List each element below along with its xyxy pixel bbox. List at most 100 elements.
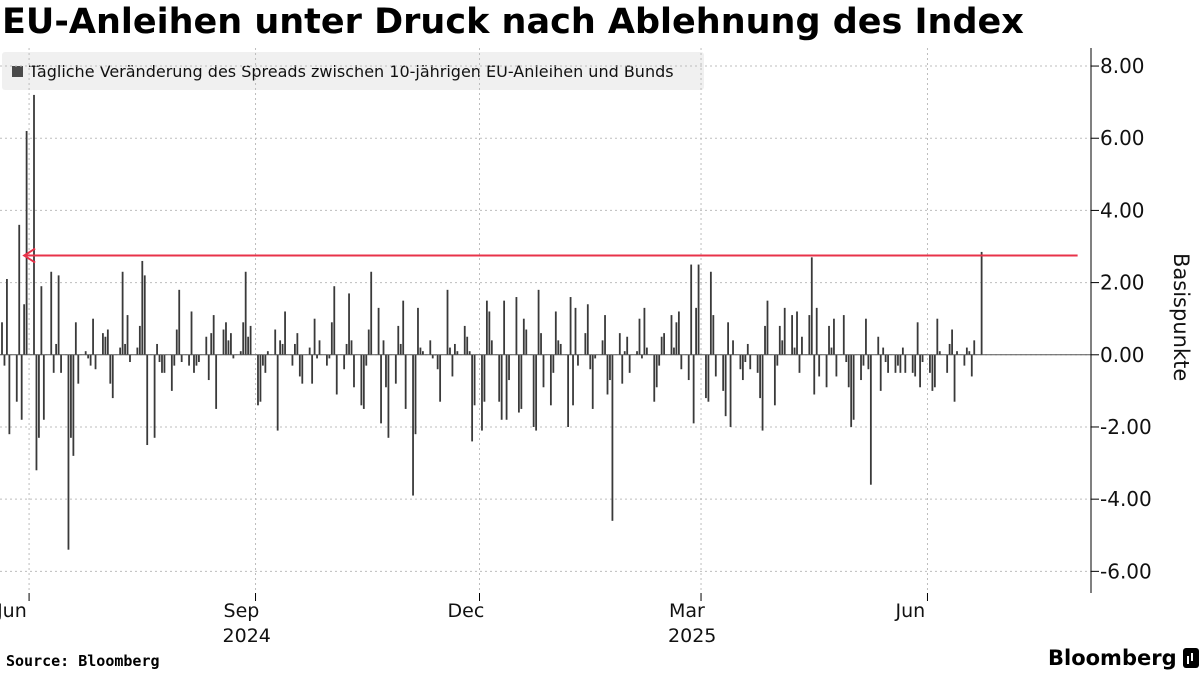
bar: [431, 354, 434, 359]
bar: [353, 354, 355, 388]
bar: [626, 336, 629, 355]
bar: [163, 354, 166, 373]
bar: [828, 325, 830, 355]
bar: [535, 354, 538, 431]
bar: [591, 354, 594, 409]
bar: [365, 354, 368, 366]
bar: [818, 354, 821, 377]
bar: [92, 318, 94, 355]
bar: [173, 354, 176, 366]
bar: [783, 307, 786, 355]
bar: [490, 340, 493, 355]
bar: [897, 354, 899, 366]
y-tick-label: 6.00: [1100, 126, 1145, 150]
bar: [399, 343, 402, 355]
bar: [732, 340, 734, 355]
bar: [348, 293, 350, 355]
bar: [520, 354, 523, 409]
bar: [808, 315, 811, 355]
bar: [921, 354, 924, 363]
bar: [938, 351, 941, 355]
bar: [577, 354, 579, 366]
bar: [852, 354, 855, 420]
bar: [387, 354, 390, 438]
bar: [899, 354, 902, 373]
bar: [953, 354, 956, 402]
bar: [326, 354, 328, 366]
bar: [911, 354, 914, 373]
bar: [193, 354, 195, 373]
bar: [933, 354, 936, 388]
bar: [498, 354, 501, 402]
bar: [542, 354, 545, 388]
bar: [67, 354, 70, 550]
bar: [239, 351, 242, 355]
source-note: Source: Bloomberg: [6, 652, 160, 670]
bar: [153, 354, 156, 438]
bar: [190, 311, 193, 355]
annotation-arrow-head: [22, 247, 36, 264]
bar: [584, 333, 587, 355]
bar: [87, 354, 90, 359]
bar: [601, 340, 604, 355]
bar: [230, 333, 232, 355]
bar: [3, 354, 6, 366]
bar: [284, 311, 286, 355]
bar: [813, 354, 816, 395]
bar: [483, 354, 486, 402]
bar: [141, 260, 144, 355]
bar: [606, 354, 609, 395]
bar: [946, 354, 949, 373]
bar: [180, 354, 183, 363]
bar: [621, 354, 624, 384]
bar: [42, 354, 45, 420]
bar: [766, 300, 769, 355]
bar: [847, 354, 850, 388]
bar: [833, 318, 835, 355]
bar: [15, 354, 18, 402]
bar: [919, 354, 921, 388]
bar: [645, 347, 648, 355]
bar: [421, 351, 424, 355]
bar: [695, 307, 697, 355]
bar: [842, 315, 845, 355]
bar: [89, 354, 92, 366]
bar: [815, 307, 818, 355]
bar: [215, 354, 218, 409]
bar: [232, 354, 235, 359]
bar: [439, 354, 442, 402]
bar: [311, 354, 314, 384]
bar: [350, 340, 353, 355]
bar: [35, 354, 38, 471]
bar: [968, 351, 971, 355]
bar: [522, 318, 525, 355]
bar: [175, 329, 178, 355]
bar: [205, 336, 208, 355]
bar: [333, 286, 336, 355]
bar: [973, 340, 976, 355]
y-tick-label: -2.00: [1100, 415, 1152, 439]
bar: [810, 257, 813, 355]
bar: [611, 354, 614, 521]
bar: [643, 307, 646, 355]
bar: [867, 354, 870, 370]
bar: [158, 354, 161, 363]
bar: [249, 325, 252, 355]
bar: [23, 304, 26, 355]
bar: [146, 354, 149, 446]
bar: [72, 354, 75, 456]
bar: [294, 343, 296, 355]
bar: [382, 340, 385, 355]
y-tick-label: 2.00: [1100, 271, 1145, 295]
bar: [904, 354, 907, 373]
bar: [52, 354, 55, 373]
bar: [385, 354, 387, 388]
bar: [262, 354, 264, 366]
bar: [281, 343, 284, 355]
bar: [109, 354, 112, 384]
bar: [244, 271, 247, 355]
bar: [586, 304, 589, 355]
bar: [402, 300, 405, 355]
bar: [951, 329, 953, 355]
